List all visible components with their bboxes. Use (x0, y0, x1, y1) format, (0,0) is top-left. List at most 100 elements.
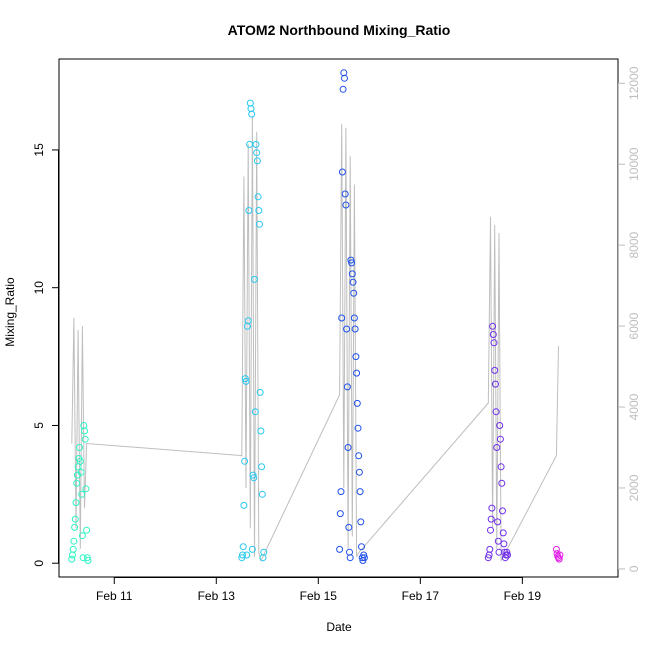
data-point (241, 375, 249, 383)
data-point (81, 435, 89, 443)
data-point (360, 554, 368, 562)
data-point (246, 140, 254, 148)
data-point (249, 471, 257, 479)
data-point (488, 504, 496, 512)
data-point (253, 157, 261, 165)
x-axis-label: Date (326, 620, 352, 634)
y2-tick-label: 8000 (627, 231, 641, 258)
data-point (338, 314, 346, 322)
data-point (490, 339, 498, 347)
secondary-series-layer (71, 115, 559, 563)
data-point (71, 523, 79, 531)
data-point (556, 551, 564, 559)
data-point (354, 424, 362, 432)
data-point (255, 207, 263, 214)
data-point (552, 545, 560, 553)
data-point (338, 168, 346, 176)
data-point (344, 444, 352, 451)
data-point (491, 366, 499, 374)
data-point (339, 85, 347, 93)
data-point (350, 314, 358, 322)
data-point (489, 322, 497, 330)
data-point (360, 551, 368, 559)
data-point (486, 545, 494, 553)
data-point (83, 554, 91, 562)
data-point (251, 408, 259, 416)
data-point (496, 435, 504, 443)
data-point (256, 388, 264, 396)
data-point (240, 501, 248, 509)
data-point (357, 518, 365, 526)
data-point (251, 275, 258, 283)
x-tick-label: Feb 19 (504, 589, 542, 603)
data-point (73, 479, 81, 487)
y-axis-label: Mixing_Ratio (3, 277, 17, 347)
data-point (342, 201, 350, 209)
data-point (243, 551, 251, 559)
data-point (497, 463, 505, 471)
data-point (489, 331, 497, 338)
data-point (499, 529, 507, 537)
data-point (254, 193, 262, 201)
data-point (248, 110, 256, 118)
y2-tick-label: 0 (627, 565, 641, 572)
data-point (503, 548, 511, 556)
y-tick-label: 5 (32, 422, 46, 429)
data-point (358, 543, 365, 551)
x-axis: Feb 11 Feb 13 Feb 15 Feb 17 Feb 19 (96, 577, 541, 603)
data-point (355, 468, 363, 476)
data-point (258, 490, 266, 498)
data-point (77, 468, 85, 476)
data-point (253, 149, 261, 157)
data-point (352, 353, 360, 361)
data-point (336, 545, 344, 553)
data-point (68, 555, 76, 563)
y-tick-label: 10 (32, 281, 46, 295)
data-point (78, 490, 86, 498)
y2-tick-label: 2000 (627, 474, 641, 501)
data-point (349, 278, 357, 286)
data-point (244, 317, 252, 325)
data-point (487, 515, 495, 523)
data-points-layer (68, 69, 564, 564)
data-point (256, 220, 263, 228)
data-point (487, 526, 494, 534)
x-tick-label: Feb 13 (198, 589, 236, 603)
secondary-series-line (71, 115, 559, 563)
data-point (71, 515, 79, 523)
data-point (347, 256, 355, 264)
data-point (239, 543, 247, 551)
series-1-points (68, 422, 92, 564)
data-point (494, 518, 502, 526)
data-point (76, 457, 84, 465)
data-point (336, 510, 344, 518)
data-point (348, 270, 356, 278)
data-point (353, 369, 361, 377)
data-point (69, 545, 77, 553)
data-point (250, 474, 258, 482)
data-point (343, 325, 351, 333)
data-point (493, 444, 501, 451)
data-point (555, 555, 563, 563)
data-point (83, 526, 91, 534)
series-4-points (484, 322, 511, 562)
data-point (504, 551, 511, 559)
data-point (498, 479, 506, 487)
x-tick-label: Feb 15 (300, 589, 338, 603)
series-5-points (552, 545, 564, 563)
data-point (242, 377, 250, 385)
data-point (337, 488, 345, 496)
data-point (343, 383, 351, 391)
y2-tick-label: 10000 (627, 147, 641, 181)
series-2-points (238, 99, 268, 562)
data-point (70, 537, 78, 545)
series-3-points (336, 69, 368, 564)
data-point (353, 399, 361, 407)
y2-tick-label: 12000 (627, 66, 641, 100)
data-point (356, 488, 364, 496)
y-axis: 0 5 10 15 (32, 143, 59, 567)
data-point (84, 557, 92, 564)
y2-tick-label: 6000 (627, 312, 641, 339)
data-point (260, 548, 268, 556)
